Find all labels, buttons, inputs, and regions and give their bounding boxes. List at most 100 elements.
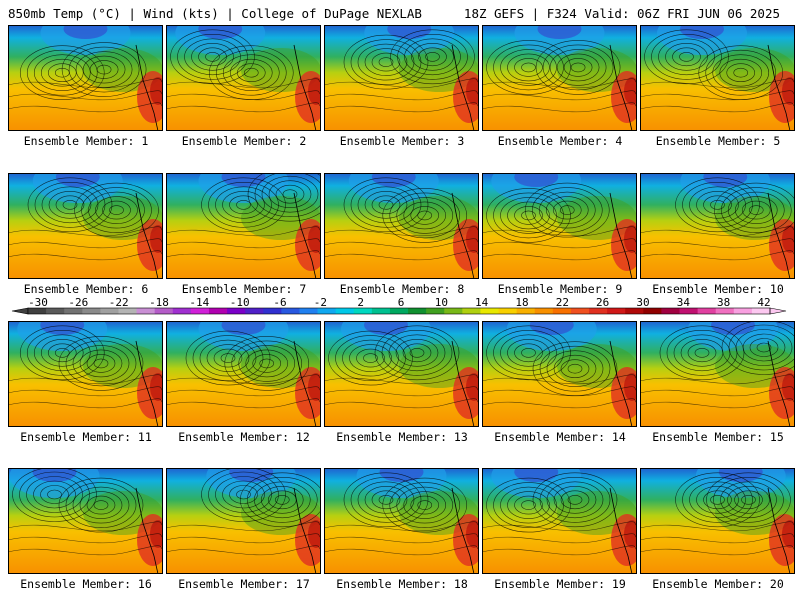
colorbar-tick-label: 18 [515, 296, 528, 309]
colorbar-swatch [28, 308, 47, 314]
colorbar-swatch [498, 308, 518, 314]
colorbar-tick-label: 6 [398, 296, 405, 309]
ensemble-member-label: Ensemble Member: 16 [20, 577, 152, 591]
colorbar-swatch [589, 308, 608, 314]
colorbar-swatch [733, 308, 753, 314]
colorbar-swatch [245, 308, 264, 314]
colorbar-tick-label: 10 [435, 296, 448, 309]
colorbar-tick-label: -6 [273, 296, 286, 309]
colorbar-swatch [136, 308, 156, 314]
run-valid-time: 18Z GEFS | F324 Valid: 06Z FRI JUN 06 20… [463, 6, 780, 21]
map-panel [8, 173, 163, 279]
ensemble-member-label: Ensemble Member: 18 [336, 577, 468, 591]
map-panel [166, 25, 321, 131]
colorbar-swatch [118, 308, 137, 314]
colorbar-swatch [679, 308, 699, 314]
colorbar-swatch [82, 308, 101, 314]
colorbar-tick-label: -10 [230, 296, 250, 309]
colorbar-swatch [172, 308, 192, 314]
colorbar-swatch [227, 308, 246, 314]
header-bar: 850mb Temp (°C) | Wind (kts) | College o… [0, 0, 800, 24]
colorbar-swatch [643, 308, 662, 314]
ensemble-member-label: Ensemble Member: 7 [181, 282, 307, 296]
colorbar-max-arrow [769, 307, 787, 315]
colorbar-swatch [281, 308, 300, 314]
colorbar-swatch [444, 308, 463, 314]
map-panel [324, 173, 479, 279]
colorbar-tick-label: -30 [28, 296, 48, 309]
colorbar-swatch [534, 308, 554, 314]
map-panel [324, 25, 479, 131]
map-panel [482, 468, 637, 574]
ensemble-member-label: Ensemble Member: 13 [336, 430, 468, 444]
colorbar-swatch [715, 308, 735, 314]
colorbar-tick-label: -14 [189, 296, 209, 309]
ensemble-member-label: Ensemble Member: 5 [655, 134, 781, 148]
colorbar-tick-label: -22 [109, 296, 129, 309]
map-panel [482, 25, 637, 131]
map-panel [324, 468, 479, 574]
colorbar-tick-label: 22 [556, 296, 569, 309]
map-panel [482, 173, 637, 279]
chart-title: 850mb Temp (°C) | Wind (kts) | College o… [8, 6, 422, 21]
ensemble-member-label: Ensemble Member: 1 [23, 134, 149, 148]
map-panel [640, 321, 795, 427]
colorbar-swatch [462, 308, 481, 314]
colorbar-swatch [570, 308, 590, 314]
colorbar-swatch [516, 308, 536, 314]
colorbar-swatch [263, 308, 282, 314]
colorbar-swatch [751, 308, 771, 314]
map-panel [166, 468, 321, 574]
colorbar-swatch [317, 308, 337, 314]
colorbar-tick-label: 34 [677, 296, 691, 309]
colorbar-swatch [299, 308, 318, 314]
colorbar-tick-label: 2 [357, 296, 364, 309]
colorbar-swatch [353, 308, 373, 314]
ensemble-member-label: Ensemble Member: 4 [497, 134, 623, 148]
ensemble-member-label: Ensemble Member: 3 [339, 134, 465, 148]
colorbar-swatch [697, 308, 717, 314]
colorbar-svg: -30 -26 -22 -18 -14 -10 -6 -2 2 6 10 14 18 22 26 30 34 38… [11, 296, 787, 315]
ensemble-member-label: Ensemble Member: 8 [339, 282, 465, 296]
colorbar-swatch [64, 308, 83, 314]
colorbar-tick-label: 38 [717, 296, 730, 309]
ensemble-member-label: Ensemble Member: 6 [23, 282, 149, 296]
map-panel [8, 321, 163, 427]
temperature-colorbar: -30 -26 -22 -18 -14 -10 -6 -2 2 6 10 14 18 22 26 30 34 38… [0, 296, 800, 318]
colorbar-swatch [371, 308, 391, 314]
map-panel [8, 468, 163, 574]
map-panel [482, 321, 637, 427]
colorbar-swatch [208, 308, 228, 314]
colorbar-swatch [335, 308, 355, 314]
map-panel [166, 321, 321, 427]
colorbar-swatch [389, 308, 409, 314]
colorbar-swatch [154, 308, 174, 314]
colorbar-swatch [661, 308, 680, 314]
colorbar-tick-label: 26 [596, 296, 609, 309]
colorbar-swatch [552, 308, 572, 314]
colorbar-tick-label: 42 [757, 296, 770, 309]
colorbar-swatch [46, 308, 65, 314]
map-panel [8, 25, 163, 131]
colorbar-swatch [426, 308, 445, 314]
colorbar-swatch [480, 308, 499, 314]
colorbar-swatch [100, 308, 119, 314]
ensemble-member-label: Ensemble Member: 2 [181, 134, 307, 148]
ensemble-member-label: Ensemble Member: 15 [652, 430, 784, 444]
map-panel [324, 321, 479, 427]
colorbar-swatch [607, 308, 626, 314]
ensemble-member-label: Ensemble Member: 10 [652, 282, 784, 296]
map-panel [166, 173, 321, 279]
ensemble-member-label: Ensemble Member: 14 [494, 430, 626, 444]
ensemble-member-label: Ensemble Member: 9 [497, 282, 623, 296]
colorbar-swatch [625, 308, 644, 314]
ensemble-member-label: Ensemble Member: 20 [652, 577, 784, 591]
colorbar-tick-label: -2 [314, 296, 327, 309]
colorbar-tick-label: -26 [68, 296, 88, 309]
colorbar-swatch [408, 308, 427, 314]
ensemble-member-label: Ensemble Member: 11 [20, 430, 152, 444]
colorbar-tick-label: 14 [475, 296, 489, 309]
colorbar-tick-label: -18 [149, 296, 169, 309]
ensemble-member-label: Ensemble Member: 12 [178, 430, 310, 444]
colorbar-tick-label: 30 [636, 296, 649, 309]
